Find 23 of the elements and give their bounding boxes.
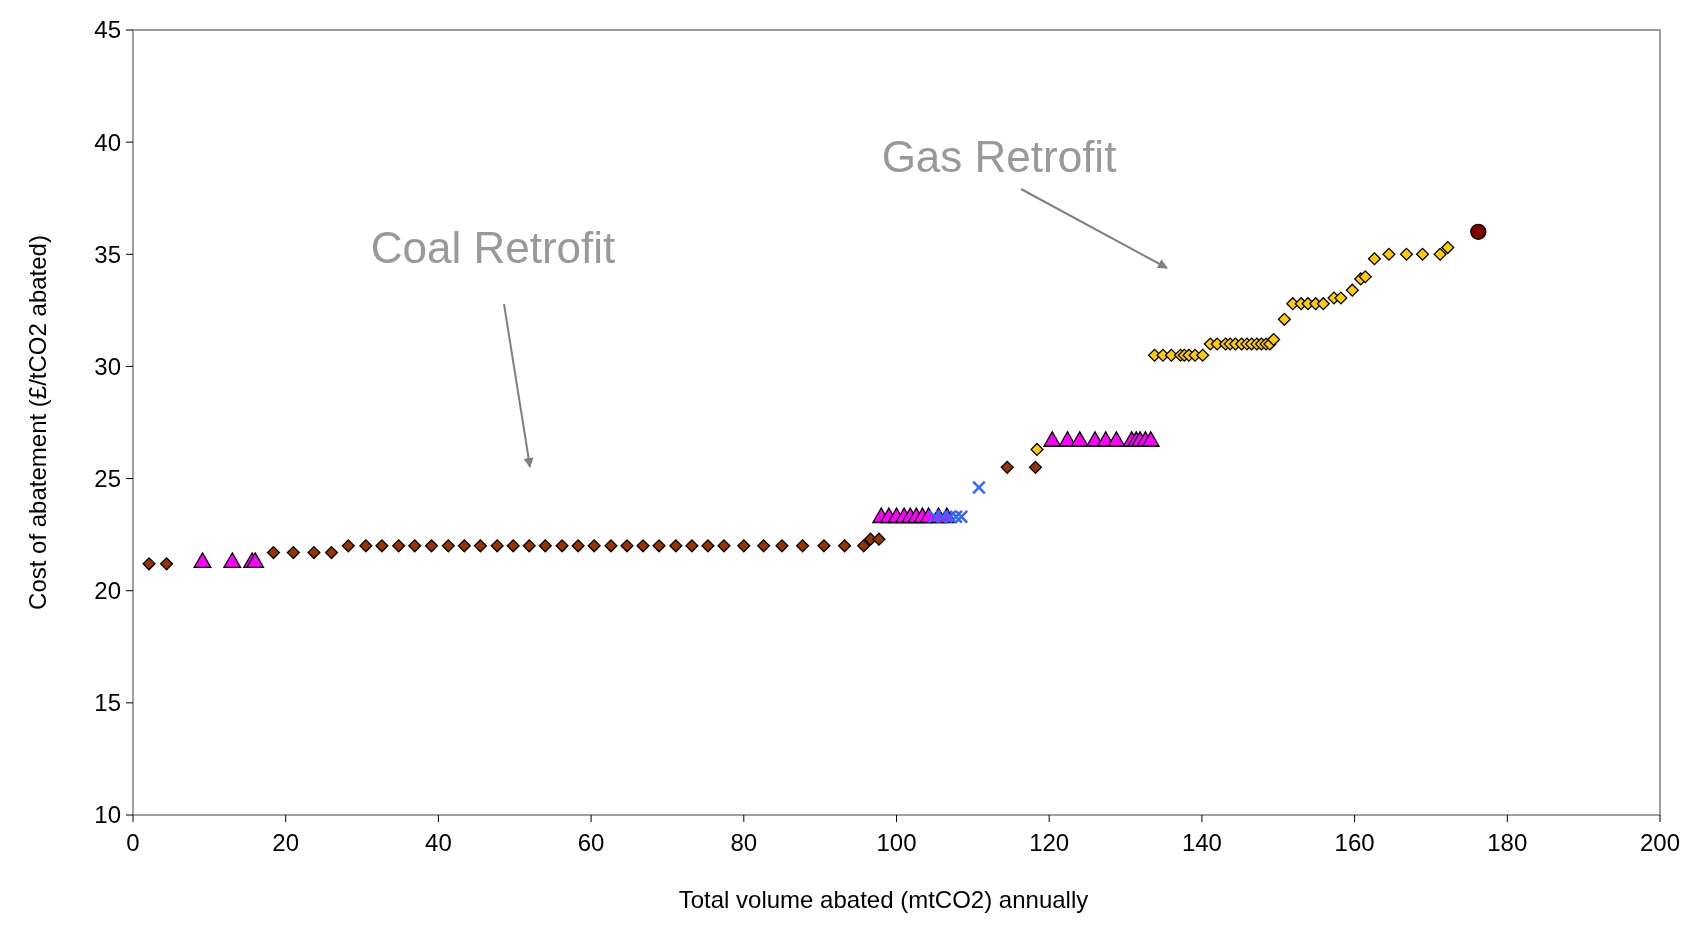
y-tick-label: 10 [94,801,121,829]
x-tick-label: 120 [1029,829,1070,856]
x-tick-label: 180 [1487,829,1528,856]
x-axis-title: Total volume abated (mtCO2) annually [678,886,1089,913]
y-tick-label: 20 [94,577,121,605]
x-tick-label: 0 [126,829,140,856]
x-tick-label: 200 [1639,829,1681,856]
annotation: Coal Retrofit [370,223,616,273]
y-axis-title: Cost of abatement (£/tCO2 abated) [24,235,51,610]
x-tick-label: 100 [876,829,917,856]
x-tick-label: 160 [1334,829,1375,856]
annotation: Gas Retrofit [881,132,1117,182]
x-tick-label: 60 [577,829,605,856]
y-tick-label: 45 [94,16,121,44]
x-tick-label: 40 [425,829,452,856]
y-tick-label: 35 [94,240,121,268]
y-tick-label: 40 [94,128,121,156]
y-tick-label: 15 [94,689,121,717]
x-tick-label: 140 [1181,829,1222,856]
y-tick-label: 25 [94,464,121,492]
x-tick-label: 80 [730,829,758,856]
y-tick-label: 30 [94,352,121,380]
x-tick-label: 20 [272,829,300,856]
